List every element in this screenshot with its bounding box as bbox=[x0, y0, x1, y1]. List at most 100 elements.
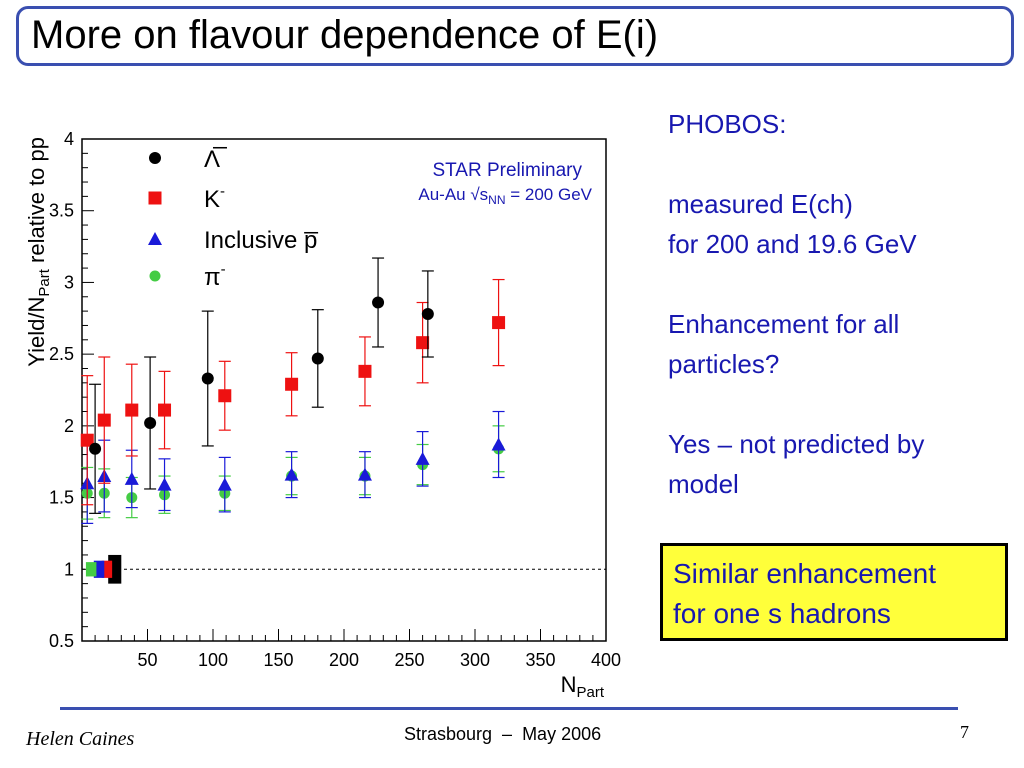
bullet-line: for 200 and 19.6 GeV bbox=[668, 229, 917, 259]
y-tick-label: 1.5 bbox=[49, 488, 74, 508]
point-marker bbox=[421, 307, 434, 320]
point-marker bbox=[125, 403, 139, 417]
data-point bbox=[285, 352, 299, 417]
legend-label-charge: - bbox=[221, 261, 226, 278]
legend-entry: π- bbox=[149, 261, 226, 291]
point-marker bbox=[157, 477, 172, 491]
x-tick-label: 400 bbox=[591, 650, 621, 670]
point-marker bbox=[124, 471, 139, 485]
legend-marker bbox=[148, 232, 162, 245]
data-point bbox=[144, 356, 157, 490]
y-tick-label: 3 bbox=[64, 272, 74, 292]
data-point bbox=[97, 356, 111, 484]
bullet-line: model bbox=[668, 469, 739, 499]
legend-label: π- bbox=[204, 261, 226, 291]
data-point bbox=[217, 456, 232, 513]
data-point bbox=[89, 383, 102, 514]
x-axis-label-main: N bbox=[561, 672, 577, 697]
legend-marker bbox=[149, 152, 161, 164]
bullet-spacer bbox=[668, 264, 1018, 304]
collision-label-pre: Au-Au √s bbox=[418, 185, 488, 204]
y-axis-label-post: relative to pp bbox=[24, 137, 49, 269]
legend-label: Inclusive p̅ bbox=[204, 227, 318, 254]
highlight-line: Similar enhancement bbox=[673, 558, 937, 589]
point-marker bbox=[144, 416, 157, 429]
point-marker bbox=[285, 377, 299, 391]
footer-event: Strasbourg – May 2006 bbox=[404, 724, 602, 744]
point-marker bbox=[358, 364, 372, 378]
data-point bbox=[358, 336, 372, 407]
point-marker bbox=[284, 467, 299, 481]
y-tick-label: 2.5 bbox=[49, 344, 74, 364]
y-axis-label-sub: Part bbox=[36, 268, 53, 296]
point-marker bbox=[201, 372, 214, 385]
point-marker bbox=[89, 442, 102, 455]
point-marker bbox=[218, 389, 232, 403]
bullet-spacer bbox=[668, 384, 1018, 424]
data-point bbox=[284, 451, 299, 499]
legend-label-charge: - bbox=[220, 183, 225, 200]
slide-title: More on flavour dependence of E(i) bbox=[31, 13, 659, 57]
point-marker bbox=[372, 296, 385, 309]
bullet-line: Yes – not predicted by bbox=[668, 429, 925, 459]
data-point bbox=[157, 458, 172, 512]
data-point bbox=[218, 360, 232, 431]
point-marker bbox=[217, 477, 232, 491]
x-tick-label: 150 bbox=[263, 650, 293, 670]
systematic-box bbox=[85, 562, 97, 577]
bullet-line: Enhancement for all bbox=[668, 309, 900, 339]
x-axis-label-sub: Part bbox=[576, 684, 604, 701]
legend-label: K- bbox=[204, 183, 225, 213]
point-marker bbox=[97, 413, 111, 427]
collision-label-post: = 200 GeV bbox=[506, 185, 593, 204]
data-point bbox=[492, 278, 506, 367]
x-tick-label: 200 bbox=[329, 650, 359, 670]
y-tick-label: 2 bbox=[64, 416, 74, 436]
x-axis-label: NPart bbox=[561, 672, 605, 701]
plot-frame bbox=[81, 138, 607, 642]
point-marker bbox=[158, 403, 172, 417]
point-marker bbox=[492, 316, 506, 330]
data-point bbox=[357, 451, 372, 499]
data-point bbox=[80, 375, 94, 506]
data-point bbox=[372, 257, 385, 348]
legend-label-text: K bbox=[204, 186, 220, 213]
data-point bbox=[201, 310, 214, 447]
x-tick-label: 100 bbox=[198, 650, 228, 670]
data-point bbox=[311, 309, 324, 408]
legend-label-text: π bbox=[204, 264, 221, 291]
y-axis-label-pre: Yield/N bbox=[24, 297, 49, 367]
collision-label-sub: NN bbox=[488, 193, 505, 207]
data-point bbox=[421, 270, 434, 358]
bullet-line: particles? bbox=[668, 349, 780, 379]
point-marker bbox=[491, 437, 506, 451]
legend-marker bbox=[148, 191, 162, 205]
bullet-list: PHOBOS: measured E(ch) for 200 and 19.6 … bbox=[668, 104, 1018, 504]
footer-divider bbox=[60, 707, 958, 710]
point-marker bbox=[80, 433, 94, 447]
x-tick-label: 50 bbox=[137, 650, 157, 670]
star-preliminary-label: STAR Preliminary bbox=[432, 160, 582, 181]
collision-label: Au-Au √sNN = 200 GeV bbox=[418, 185, 592, 207]
title-box: More on flavour dependence of E(i) bbox=[16, 6, 1014, 66]
data-point bbox=[491, 410, 506, 479]
bullet-line: measured E(ch) bbox=[668, 189, 853, 219]
point-marker bbox=[311, 352, 324, 365]
point-marker bbox=[357, 467, 372, 481]
y-axis-label: Yield/NPart relative to pp bbox=[24, 137, 53, 367]
legend-entry: K- bbox=[148, 183, 225, 213]
highlight-box: Similar enhancement for one s hadrons bbox=[660, 543, 1008, 641]
footer-author: Helen Caines bbox=[26, 728, 135, 750]
x-tick-label: 300 bbox=[460, 650, 490, 670]
y-tick-label: 1 bbox=[64, 559, 74, 579]
legend-label-text: Inclusive p̅ bbox=[204, 227, 318, 254]
highlight-line: for one s hadrons bbox=[673, 598, 891, 629]
systematic-box bbox=[101, 560, 113, 578]
data-point bbox=[415, 430, 430, 487]
bullet-line: PHOBOS: bbox=[668, 109, 787, 139]
point-marker bbox=[416, 336, 430, 350]
x-tick-label: 350 bbox=[525, 650, 555, 670]
bullet-spacer bbox=[668, 144, 1018, 184]
y-tick-label: 3.5 bbox=[49, 201, 74, 221]
systematic-box bbox=[93, 560, 105, 578]
